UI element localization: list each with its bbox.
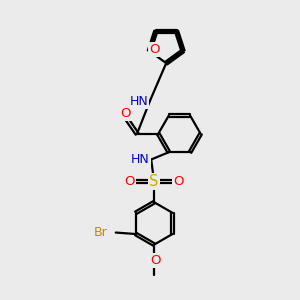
Text: O: O [125,175,135,188]
Text: O: O [149,43,160,56]
Text: S: S [149,174,159,189]
Text: HN: HN [130,95,148,108]
Text: HN: HN [131,153,150,166]
Text: Br: Br [94,226,107,239]
Text: O: O [150,254,160,267]
Text: O: O [173,175,184,188]
Text: O: O [120,107,130,120]
